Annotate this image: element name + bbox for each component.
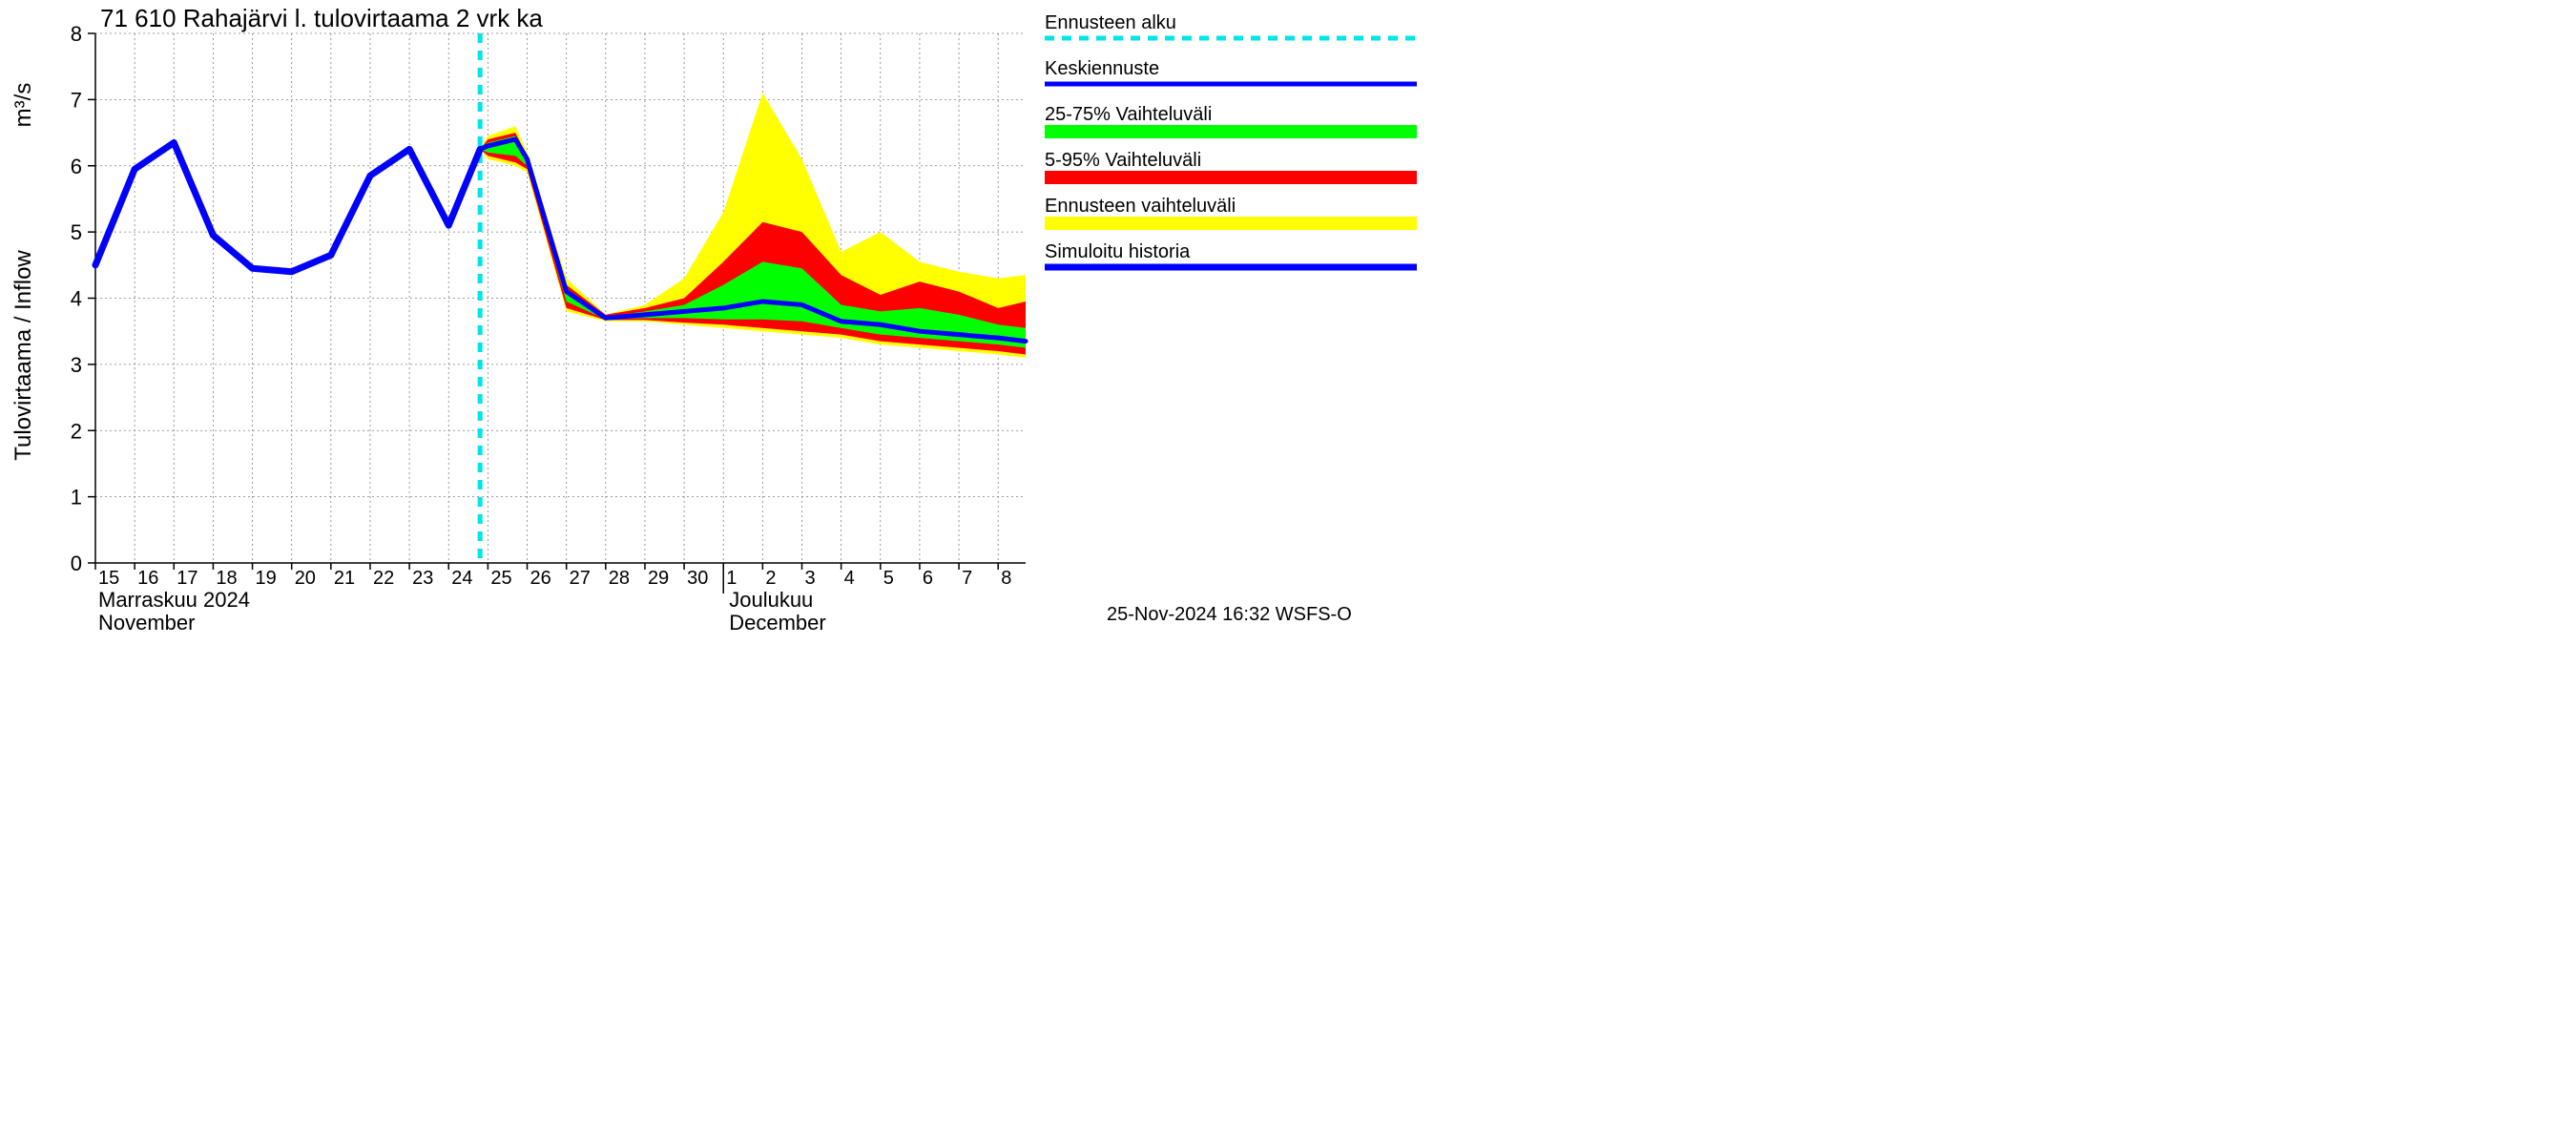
- y-tick-label: 7: [71, 88, 82, 112]
- x-tick-label: 27: [570, 568, 591, 589]
- month-label-fi: Joulukuu: [729, 588, 813, 612]
- chart-title: 71 610 Rahajärvi l. tulovirtaama 2 vrk k…: [100, 4, 543, 32]
- month-label-fi: Marraskuu 2024: [98, 588, 250, 612]
- y-tick-label: 0: [71, 552, 82, 575]
- legend-label: Simuloitu historia: [1045, 241, 1191, 262]
- x-tick-label: 23: [412, 568, 433, 589]
- x-tick-label: 26: [530, 568, 551, 589]
- legend-label: Ennusteen alku: [1045, 12, 1176, 33]
- x-tick-label: 19: [256, 568, 277, 589]
- x-tick-label: 8: [1001, 568, 1011, 589]
- month-label-en: December: [729, 611, 825, 635]
- x-tick-label: 18: [216, 568, 237, 589]
- x-tick-label: 15: [98, 568, 119, 589]
- chart-footer: 25-Nov-2024 16:32 WSFS-O: [1107, 604, 1352, 625]
- x-tick-label: 21: [334, 568, 355, 589]
- legend-label: Keskiennuste: [1045, 58, 1159, 79]
- y-tick-label: 5: [71, 220, 82, 244]
- y-tick-label: 3: [71, 353, 82, 377]
- y-tick-label: 6: [71, 155, 82, 178]
- legend-label: 5-95% Vaihteluväli: [1045, 150, 1201, 171]
- x-tick-label: 28: [609, 568, 630, 589]
- x-tick-label: 1: [726, 568, 737, 589]
- legend-label: Ennusteen vaihteluväli: [1045, 196, 1236, 217]
- x-tick-label: 4: [844, 568, 855, 589]
- inflow-forecast-chart: 71 610 Rahajärvi l. tulovirtaama 2 vrk k…: [0, 0, 1431, 636]
- y-tick-label: 2: [71, 419, 82, 443]
- x-tick-label: 29: [648, 568, 669, 589]
- x-tick-label: 22: [373, 568, 394, 589]
- y-tick-label: 1: [71, 486, 82, 510]
- x-tick-label: 5: [883, 568, 894, 589]
- x-tick-label: 6: [923, 568, 933, 589]
- month-label-en: November: [98, 611, 195, 635]
- legend-label: 25-75% Vaihteluväli: [1045, 104, 1212, 125]
- y-tick-label: 4: [71, 287, 82, 311]
- x-tick-label: 24: [451, 568, 472, 589]
- x-tick-label: 17: [177, 568, 197, 589]
- x-tick-label: 7: [962, 568, 972, 589]
- x-tick-label: 16: [137, 568, 158, 589]
- y-axis-units: m³/s: [10, 83, 36, 128]
- y-tick-label: 8: [71, 22, 82, 46]
- x-tick-label: 25: [490, 568, 511, 589]
- y-axis-label: Tulovirtaama / Inflow: [10, 250, 36, 461]
- x-tick-label: 2: [765, 568, 776, 589]
- x-tick-label: 3: [805, 568, 816, 589]
- x-tick-label: 20: [295, 568, 316, 589]
- x-tick-label: 30: [687, 568, 708, 589]
